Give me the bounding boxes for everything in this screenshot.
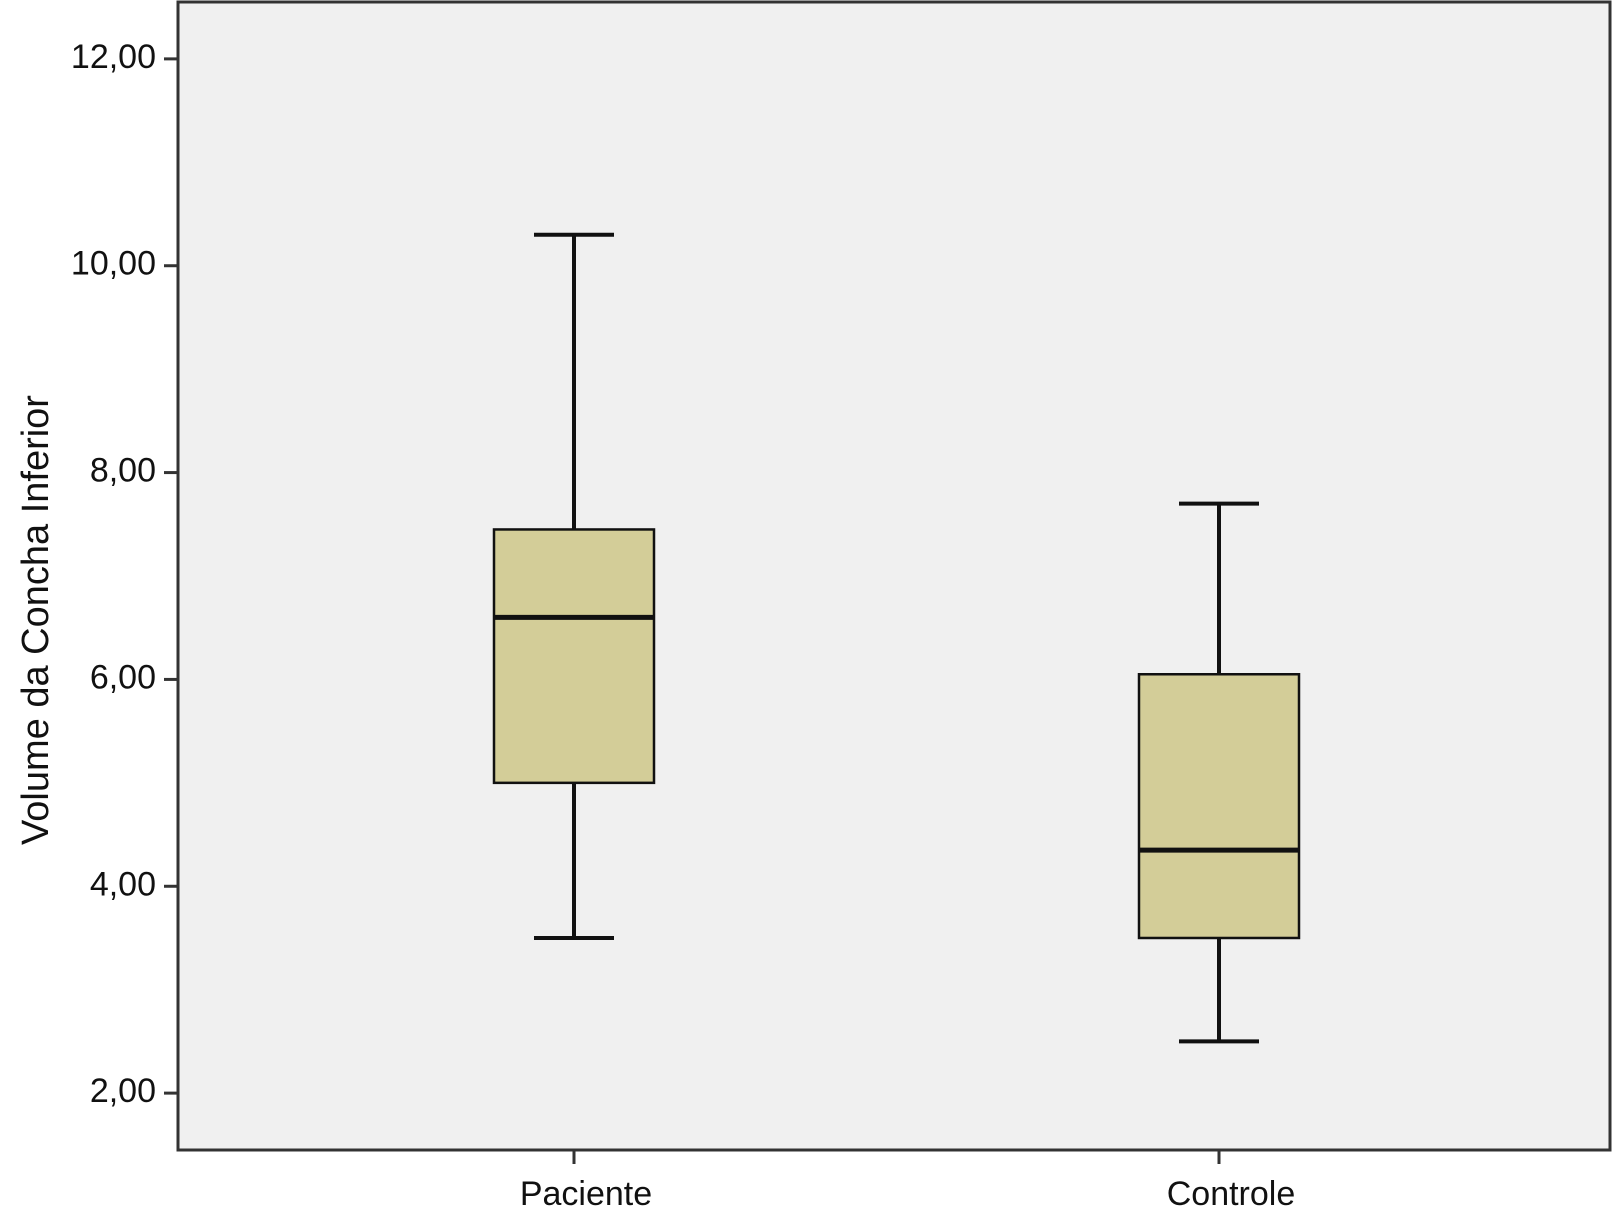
- x-axis: Paciente Controle: [520, 1150, 1295, 1213]
- y-tick-label: 4,00: [90, 865, 156, 903]
- y-tick-label: 6,00: [90, 658, 156, 696]
- box-controle: [1137, 501, 1301, 1044]
- y-tick-label: 12,00: [71, 38, 156, 76]
- plot-area: [176, 0, 1612, 1152]
- y-tick-label: 8,00: [90, 452, 156, 490]
- y-tick-label: 10,00: [71, 245, 156, 283]
- y-axis: 2,00 4,00 6,00 8,00 10,00 12,00: [71, 38, 178, 1110]
- y-axis-title: Volume da Concha Inferior: [15, 395, 57, 845]
- x-tick-label: Paciente: [520, 1175, 652, 1213]
- box-paciente: [492, 232, 656, 940]
- iqr-box: [492, 528, 656, 785]
- y-tick-label: 2,00: [90, 1072, 156, 1110]
- box-series: [492, 232, 1301, 1044]
- iqr-box: [1137, 673, 1301, 940]
- x-tick-label: Controle: [1167, 1175, 1296, 1213]
